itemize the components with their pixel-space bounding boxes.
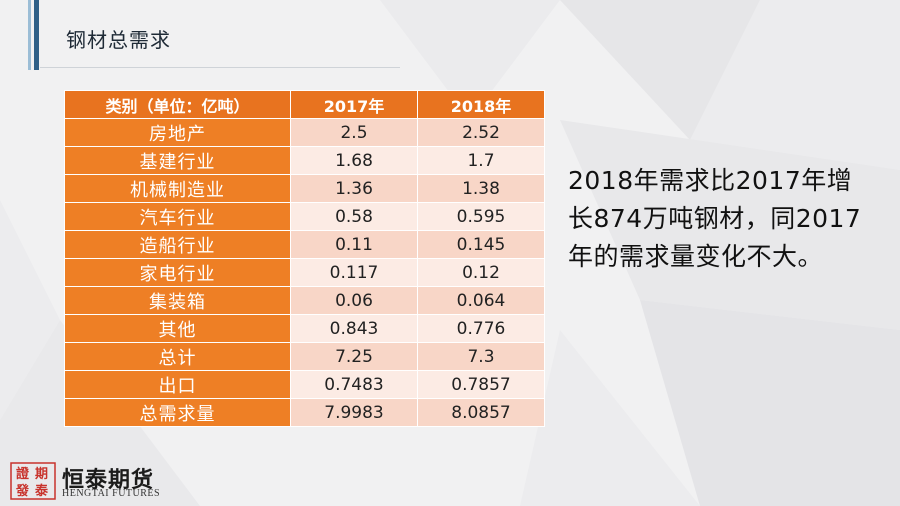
demand-table: 类别（单位：亿吨） 2017年 2018年 房地产 2.5 2.52 基建行业 …: [64, 90, 545, 427]
table-row: 基建行业 1.68 1.7: [64, 146, 545, 175]
row-category: 出口: [64, 370, 291, 399]
row-category: 基建行业: [64, 146, 291, 175]
table-row: 汽车行业 0.58 0.595: [64, 202, 545, 231]
svg-text:發: 發: [15, 483, 29, 499]
row-value-2017: 1.68: [290, 146, 418, 175]
row-category: 总需求量: [64, 398, 291, 427]
accent-bar-light: [28, 0, 31, 70]
row-category: 其他: [64, 314, 291, 343]
row-value-2018: 0.12: [417, 258, 545, 287]
row-value-2017: 0.06: [290, 286, 418, 315]
title-divider: [40, 67, 400, 68]
row-category: 汽车行业: [64, 202, 291, 231]
seal-icon: 證 期 發 泰: [10, 462, 56, 500]
svg-text:泰: 泰: [34, 483, 49, 499]
row-value-2017: 0.11: [290, 230, 418, 259]
header-2018: 2018年: [417, 90, 545, 119]
header-2017: 2017年: [290, 90, 418, 119]
row-value-2018: 1.7: [417, 146, 545, 175]
summary-note: 2018年需求比2017年增长874万吨钢材，同2017年的需求量变化不大。: [568, 166, 862, 271]
row-value-2018: 0.145: [417, 230, 545, 259]
table-row: 房地产 2.5 2.52: [64, 118, 545, 147]
accent-bar-dark: [34, 0, 39, 70]
table-row: 造船行业 0.11 0.145: [64, 230, 545, 259]
row-value-2017: 0.7483: [290, 370, 418, 399]
row-category: 集装箱: [64, 286, 291, 315]
table-row: 其他 0.843 0.776: [64, 314, 545, 343]
row-value-2017: 0.117: [290, 258, 418, 287]
row-value-2018: 1.38: [417, 174, 545, 203]
row-value-2018: 8.0857: [417, 398, 545, 427]
row-category: 造船行业: [64, 230, 291, 259]
svg-text:證: 證: [16, 466, 30, 482]
table-row: 出口 0.7483 0.7857: [64, 370, 545, 399]
row-value-2018: 0.064: [417, 286, 545, 315]
table-row: 总计 7.25 7.3: [64, 342, 545, 371]
table-header-row: 类别（单位：亿吨） 2017年 2018年: [64, 90, 545, 119]
row-category: 家电行业: [64, 258, 291, 287]
row-category: 总计: [64, 342, 291, 371]
company-name-english: HENGTAI FUTURES: [62, 488, 161, 499]
header-category: 类别（单位：亿吨）: [64, 90, 291, 119]
row-value-2017: 0.843: [290, 314, 418, 343]
row-value-2018: 0.7857: [417, 370, 545, 399]
slide-title: 钢材总需求: [66, 28, 171, 52]
row-value-2018: 7.3: [417, 342, 545, 371]
company-seal-logo: 證 期 發 泰: [10, 462, 56, 500]
row-category: 房地产: [64, 118, 291, 147]
table-row: 家电行业 0.117 0.12: [64, 258, 545, 287]
row-value-2018: 2.52: [417, 118, 545, 147]
row-value-2018: 0.776: [417, 314, 545, 343]
row-value-2018: 0.595: [417, 202, 545, 231]
row-value-2017: 7.9983: [290, 398, 418, 427]
row-value-2017: 1.36: [290, 174, 418, 203]
row-value-2017: 7.25: [290, 342, 418, 371]
row-value-2017: 2.5: [290, 118, 418, 147]
svg-text:期: 期: [35, 467, 48, 482]
row-value-2017: 0.58: [290, 202, 418, 231]
company-name: 恒泰期货: [62, 468, 155, 493]
row-category: 机械制造业: [64, 174, 291, 203]
table-row: 机械制造业 1.36 1.38: [64, 174, 545, 203]
table-row: 总需求量 7.9983 8.0857: [64, 398, 545, 427]
table-row: 集装箱 0.06 0.064: [64, 286, 545, 315]
